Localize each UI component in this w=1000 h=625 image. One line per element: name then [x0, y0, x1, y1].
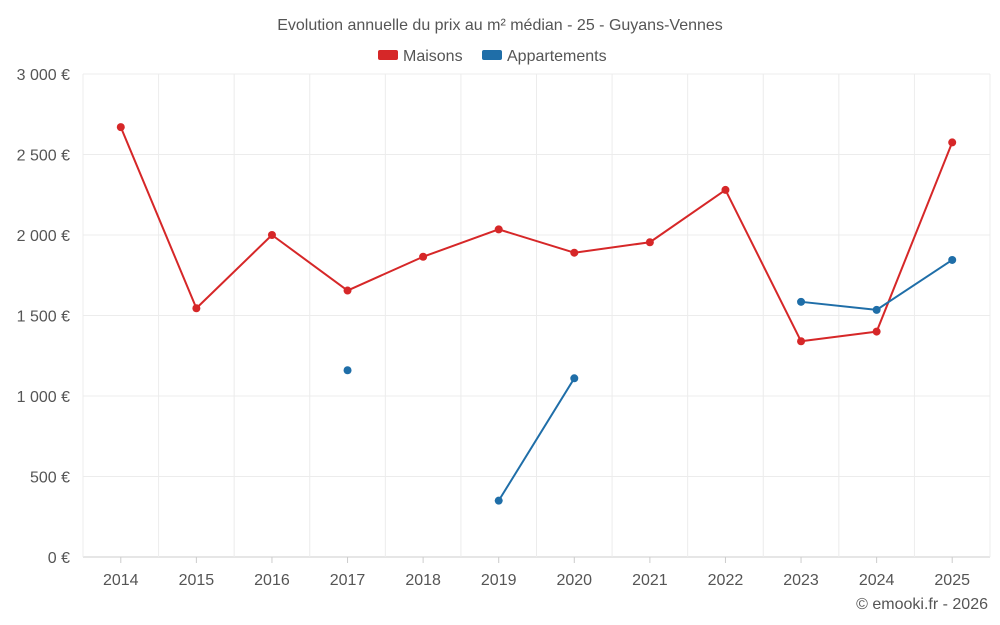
series-line-segment: [724, 188, 803, 343]
x-tick-label: 2016: [254, 572, 290, 589]
data-point[interactable]: [797, 337, 806, 346]
x-tick-label: 2020: [556, 572, 592, 589]
data-point[interactable]: [872, 327, 881, 336]
series-appartements: [343, 255, 957, 505]
data-point[interactable]: [570, 248, 579, 257]
data-point[interactable]: [494, 225, 503, 234]
credit-text: © emooki.fr - 2026: [856, 596, 988, 613]
series-maisons: [116, 123, 957, 346]
y-tick-label: 1 500 €: [17, 309, 70, 326]
x-tick-label: 2023: [783, 572, 819, 589]
legend-swatch-maisons: [378, 50, 398, 60]
y-tick-label: 2 000 €: [17, 228, 70, 245]
data-point[interactable]: [343, 366, 352, 375]
data-point[interactable]: [948, 255, 957, 264]
legend-swatch-appartements: [482, 50, 502, 60]
data-point[interactable]: [645, 238, 654, 247]
series-line-segment: [648, 188, 727, 244]
data-point[interactable]: [343, 286, 352, 295]
x-tick-label: 2019: [481, 572, 517, 589]
data-point[interactable]: [948, 138, 957, 147]
x-tick-label: 2024: [859, 572, 895, 589]
series-line-segment: [573, 241, 651, 254]
x-tick-label: 2025: [934, 572, 970, 589]
y-tick-label: 2 500 €: [17, 148, 70, 165]
data-point[interactable]: [419, 252, 428, 261]
data-point[interactable]: [721, 185, 730, 194]
series-line-segment: [800, 330, 878, 343]
y-axis: 0 € 500 € 1 000 € 1 500 € 2 000 € 2 500 € 3 00…: [17, 67, 70, 567]
x-tick-label: 2015: [179, 572, 215, 589]
data-point[interactable]: [872, 305, 881, 314]
legend: Maisons Appartements: [378, 48, 607, 65]
data-point[interactable]: [116, 123, 125, 132]
series-line-segment: [270, 234, 349, 292]
x-axis: 2014 2015 2016 2017 2018 2019 2020 2021 2022 2023…: [103, 557, 970, 589]
chart-title: Evolution annuelle du prix au m² médian …: [277, 17, 723, 34]
data-point[interactable]: [797, 297, 806, 306]
series-line-segment: [875, 141, 954, 333]
series-line-segment: [497, 377, 576, 502]
x-tick-label: 2017: [330, 572, 366, 589]
series-line-segment: [422, 228, 500, 258]
series-line-segment: [119, 126, 198, 310]
series-line-segment: [346, 255, 425, 292]
legend-label-appartements[interactable]: Appartements: [507, 48, 607, 65]
x-tick-label: 2014: [103, 572, 139, 589]
data-point[interactable]: [570, 374, 579, 383]
x-tick-label: 2021: [632, 572, 668, 589]
x-tick-label: 2022: [708, 572, 744, 589]
series-line-segment: [800, 300, 878, 311]
y-tick-label: 1 000 €: [17, 389, 70, 406]
series-line-segment: [195, 234, 273, 310]
series-line-segment: [497, 228, 576, 254]
y-tick-label: 3 000 €: [17, 67, 70, 84]
data-point[interactable]: [192, 304, 201, 313]
series-layer: [116, 123, 957, 505]
x-tick-label: 2018: [405, 572, 441, 589]
legend-label-maisons[interactable]: Maisons: [403, 48, 463, 65]
grid: [82, 73, 991, 558]
series-line-segment: [875, 258, 954, 311]
y-tick-label: 0 €: [48, 550, 70, 567]
y-tick-label: 500 €: [30, 470, 70, 487]
data-point[interactable]: [494, 496, 503, 505]
data-point[interactable]: [267, 231, 276, 239]
